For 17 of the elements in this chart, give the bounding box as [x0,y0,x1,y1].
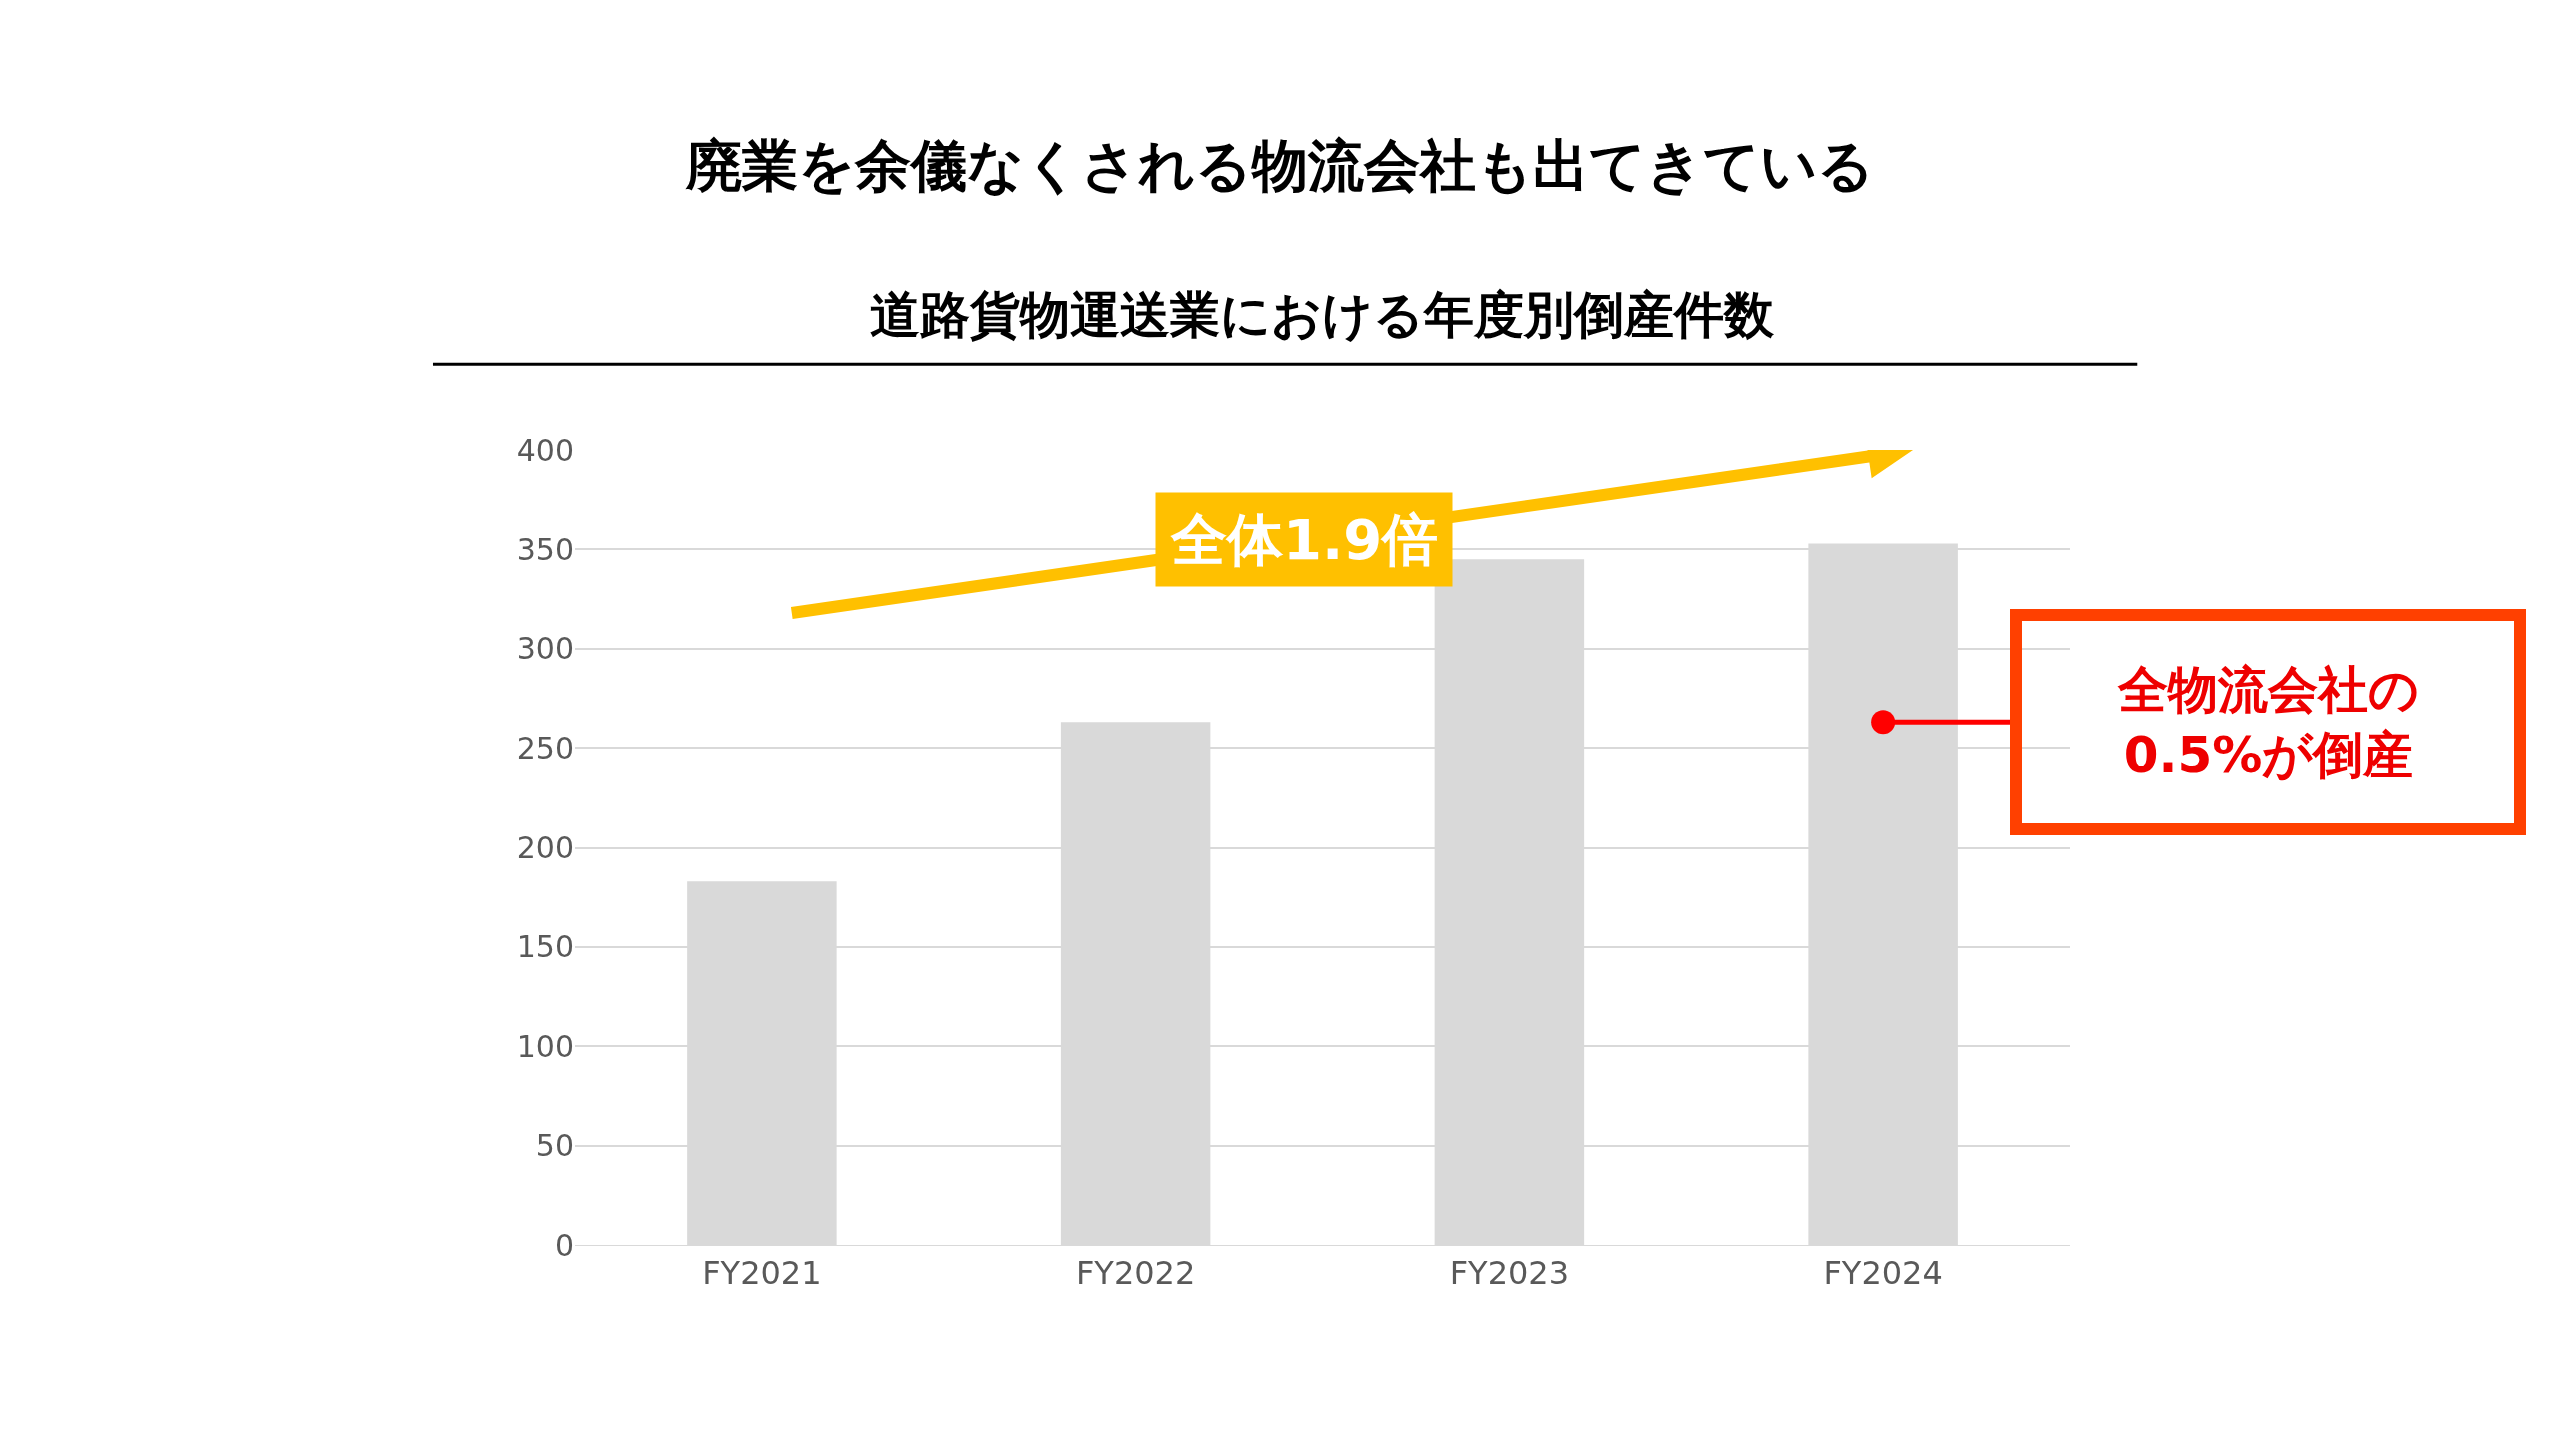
y-tick-label: 150 [516,929,574,965]
x-tick-label: FY2022 [1075,1254,1196,1293]
chart-subtitle: 道路貨物運送業における年度別倒産件数 [870,286,1775,344]
y-tick-label: 350 [516,531,574,567]
chart-title: 廃業を余儀なくされる物流会社も出てきている [685,133,1874,199]
x-tick-label: FY2021 [702,1254,822,1293]
y-tick-label: 300 [516,631,574,667]
x-tick-label: FY2023 [1449,1254,1570,1293]
y-tick-label: 400 [516,432,574,468]
annotation: 全体1.9倍 [1170,507,1439,572]
x-tick-label: FY2024 [1823,1254,1943,1293]
y-tick-label: 0 [554,1227,574,1263]
text: 全物流会社の 0.5%が倒産 [2117,660,2419,784]
y-tick-label: 50 [535,1128,574,1164]
y-tick-label: 200 [516,830,574,865]
y-tick-label: 100 [516,1028,574,1064]
y-tick-label: 250 [516,730,574,766]
